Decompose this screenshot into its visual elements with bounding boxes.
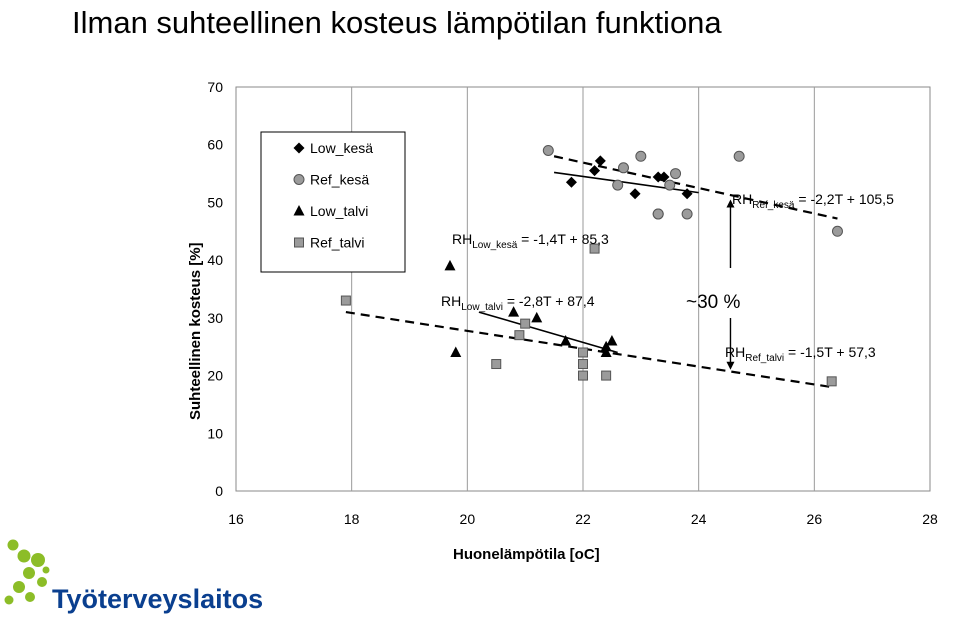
y-axis-label: Suhteellinen kosteus [%]: [187, 242, 204, 420]
point-ref-kes-: [635, 150, 647, 162]
equation-label: RHRef_kesä = -2,2T + 105,5: [732, 191, 894, 211]
annotation-text: ~30 %: [686, 292, 741, 313]
point-ref-kes-: [664, 179, 676, 191]
point-low-kes-: [589, 165, 601, 177]
trendline-low-talvi: [478, 311, 618, 354]
point-ref-talvi: [578, 347, 588, 358]
point-ref-talvi: [578, 359, 588, 370]
x-tick-labels: 16 18 20 22 24 26 28: [228, 511, 938, 527]
point-ref-talvi: [826, 376, 837, 387]
legend-label-low-talvi: Low_talvi: [310, 203, 368, 219]
equation-labels: RHLow_kesä = -1,4T + 85,3 RHRef_kesä = -2…: [441, 191, 894, 364]
point-ref-kes-: [652, 208, 664, 220]
legend-label-low-kes-: Low_kesä: [310, 140, 373, 156]
annotation-arrowhead-down: [726, 361, 735, 370]
point-low-kes-: [652, 171, 664, 183]
slide-title: Ilman suhteellinen kosteus lämpötilan fu…: [72, 5, 722, 40]
point-ref-talvi: [601, 370, 612, 381]
point-ref-talvi: [578, 370, 588, 381]
point-ref-talvi: [514, 330, 525, 341]
point-low-kes-: [681, 188, 693, 200]
x-tick-label: 20: [460, 511, 476, 527]
y-tick-label: 70: [207, 79, 223, 95]
y-tick-label: 30: [207, 310, 223, 326]
point-low-talvi: [560, 334, 572, 346]
trendlines: [345, 155, 838, 389]
equation-label: RHRef_talvi = -1,5T + 57,3: [725, 344, 876, 364]
point-low-kes-: [594, 155, 606, 167]
x-tick-label: 24: [691, 511, 707, 527]
point-low-talvi: [600, 340, 612, 352]
x-tick-label: 26: [807, 511, 823, 527]
point-ref-talvi: [491, 359, 502, 370]
legend-box: [260, 131, 406, 273]
tyoterveyslaitos-logo: Työterveyslaitos: [4, 539, 263, 614]
legend-marker-ref-kes-: [293, 174, 305, 185]
y-tick-labels: 0 10 20 30 40 50 60 70: [207, 79, 223, 499]
legend: Low_kesä Ref_kesä Low_talvi Ref_talvi: [293, 140, 373, 251]
annotation-arrowhead-up: [726, 199, 735, 208]
point-ref-kes-: [831, 225, 843, 237]
trendline-ref-kes-: [553, 155, 838, 220]
point-low-talvi: [508, 306, 520, 317]
x-tick-label: 28: [922, 511, 938, 527]
point-low-kes-: [629, 188, 641, 200]
point-low-talvi: [450, 346, 462, 357]
legend-marker-low-kes-: [293, 142, 305, 154]
point-low-talvi: [531, 311, 543, 323]
point-ref-talvi: [520, 318, 531, 329]
y-tick-label: 40: [207, 252, 223, 268]
point-ref-kes-: [542, 144, 554, 156]
point-ref-kes-: [617, 162, 629, 174]
legend-marker-ref-talvi: [294, 237, 304, 248]
y-tick-label: 20: [207, 368, 223, 384]
logo-text: Työterveyslaitos: [52, 584, 263, 614]
equation-label: RHLow_kesä = -1,4T + 85,3: [452, 231, 609, 251]
point-ref-kes-: [612, 179, 624, 191]
point-ref-kes-: [670, 168, 682, 180]
point-ref-talvi: [340, 295, 351, 306]
y-tick-label: 0: [215, 483, 223, 499]
point-low-kes-: [565, 176, 577, 188]
trendline-ref-talvi: [345, 310, 832, 389]
x-tick-label: 18: [344, 511, 360, 527]
legend-marker-low-talvi: [293, 205, 305, 216]
logo-dots-icon: [4, 539, 50, 605]
equation-label: RHLow_talvi = -2,8T + 87,4: [441, 293, 595, 313]
x-tick-label: 16: [228, 511, 244, 527]
legend-label-ref-kes-: Ref_kesä: [310, 172, 369, 188]
data-points: [340, 144, 843, 387]
point-low-talvi: [600, 346, 612, 357]
y-tick-label: 50: [207, 194, 223, 210]
point-low-talvi: [606, 334, 618, 346]
x-axis-label: Huonelämpötila [oC]: [453, 546, 600, 563]
point-ref-kes-: [733, 150, 745, 162]
annotation: ~30 %: [686, 199, 741, 370]
point-low-kes-: [658, 171, 670, 183]
point-ref-talvi: [589, 243, 600, 254]
x-tick-label: 22: [575, 511, 591, 527]
trendline-low-kes-: [553, 171, 699, 194]
point-low-talvi: [444, 259, 456, 271]
y-tick-label: 60: [207, 137, 223, 153]
y-tick-label: 10: [207, 425, 223, 441]
point-ref-kes-: [681, 208, 693, 220]
legend-label-ref-talvi: Ref_talvi: [310, 235, 364, 251]
